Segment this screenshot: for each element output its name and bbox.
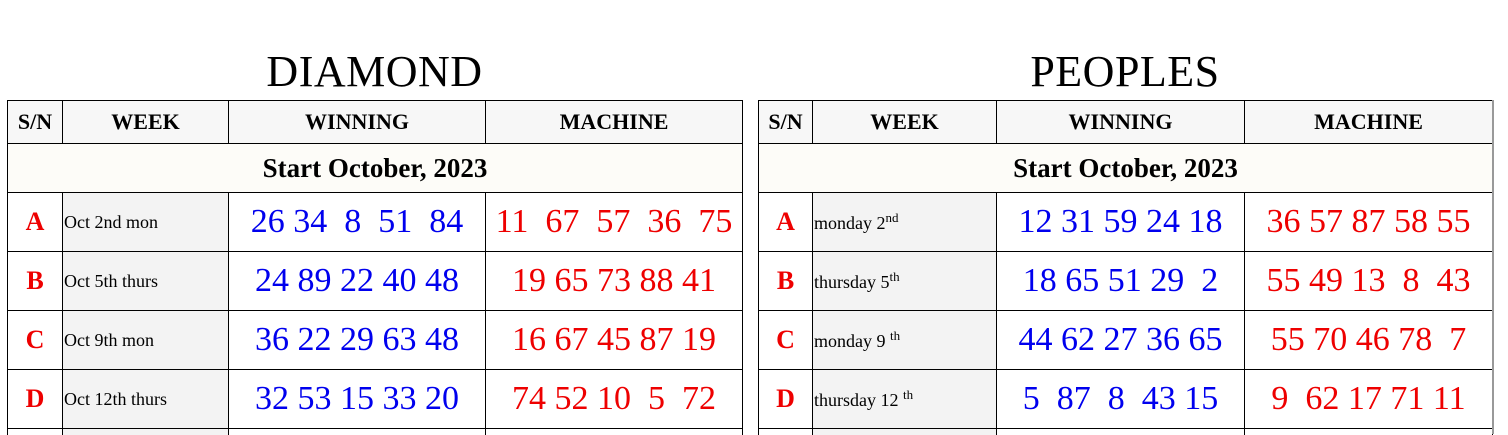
sn-header: S/N (8, 101, 63, 144)
week-cell: monday 9 th (813, 311, 997, 370)
week-header: WEEK (63, 101, 229, 144)
sn-header: S/N (759, 101, 813, 144)
table-row: C Oct 9th mon 36 22 29 63 48 16 67 45 87… (8, 311, 743, 370)
machine-cell: 36 57 87 58 55 (1245, 193, 1493, 252)
sn-cell: A (759, 193, 813, 252)
sn-cell: D (759, 370, 813, 429)
sn-cell: C (8, 311, 63, 370)
table-row: C monday 9 th 44 62 27 36 65 55 70 46 78… (759, 311, 1493, 370)
winning-cell: 32 53 15 33 20 (229, 370, 486, 429)
week-cell: Oct 9th mon (63, 311, 229, 370)
machine-cell: 16 67 45 87 19 (486, 311, 743, 370)
table-row: A Oct 2nd mon 26 34 8 51 84 11 67 57 36 … (8, 193, 743, 252)
winning-cell: 36 22 29 63 48 (229, 311, 486, 370)
sn-cell: B (759, 252, 813, 311)
panel-title: PEOPLES (758, 0, 1492, 100)
winning-cell: 44 62 27 36 65 (997, 311, 1245, 370)
machine-cell: 74 52 10 5 72 (486, 370, 743, 429)
week-cell: Oct 12th thurs (63, 370, 229, 429)
results-table: S/N WEEK WINNING MACHINE Start October, … (7, 100, 743, 435)
week-cell: monday 2nd (813, 193, 997, 252)
week-header: WEEK (813, 101, 997, 144)
machine-cell: 19 65 73 88 41 (486, 252, 743, 311)
peoples-panel: PEOPLES S/N WEEK WINNING MACHINE Start O… (758, 0, 1492, 435)
machine-cell: 55 49 13 8 43 (1245, 252, 1493, 311)
cut-row (8, 429, 743, 435)
winning-cell: 5 87 8 43 15 (997, 370, 1245, 429)
start-row: Start October, 2023 (8, 144, 743, 193)
machine-cell: 9 62 17 71 11 (1245, 370, 1493, 429)
table-row: B thursday 5th 18 65 51 29 2 55 49 13 8 … (759, 252, 1493, 311)
winning-cell: 26 34 8 51 84 (229, 193, 486, 252)
start-label: Start October, 2023 (8, 144, 743, 193)
week-cell: Oct 5th thurs (63, 252, 229, 311)
start-row: Start October, 2023 (759, 144, 1493, 193)
machine-header: MACHINE (1245, 101, 1493, 144)
header-row: S/N WEEK WINNING MACHINE (8, 101, 743, 144)
winning-cell: 12 31 59 24 18 (997, 193, 1245, 252)
page-scroll-edge (1492, 100, 1494, 434)
results-table: S/N WEEK WINNING MACHINE Start October, … (758, 100, 1493, 435)
week-cell: thursday 12 th (813, 370, 997, 429)
winning-header: WINNING (229, 101, 486, 144)
winning-header: WINNING (997, 101, 1245, 144)
machine-cell: 11 67 57 36 75 (486, 193, 743, 252)
machine-cell: 55 70 46 78 7 (1245, 311, 1493, 370)
diamond-panel: DIAMOND S/N WEEK WINNING MACHINE Start O… (7, 0, 742, 435)
winning-cell: 24 89 22 40 48 (229, 252, 486, 311)
start-label: Start October, 2023 (759, 144, 1493, 193)
table-row: D Oct 12th thurs 32 53 15 33 20 74 52 10… (8, 370, 743, 429)
sn-cell: C (759, 311, 813, 370)
machine-header: MACHINE (486, 101, 743, 144)
sn-cell: B (8, 252, 63, 311)
week-cell: thursday 5th (813, 252, 997, 311)
header-row: S/N WEEK WINNING MACHINE (759, 101, 1493, 144)
sn-cell: D (8, 370, 63, 429)
table-row: A monday 2nd 12 31 59 24 18 36 57 87 58 … (759, 193, 1493, 252)
table-row: D thursday 12 th 5 87 8 43 15 9 62 17 71… (759, 370, 1493, 429)
sn-cell: A (8, 193, 63, 252)
panel-title: DIAMOND (7, 0, 742, 100)
table-row: B Oct 5th thurs 24 89 22 40 48 19 65 73 … (8, 252, 743, 311)
cut-row (759, 429, 1493, 435)
winning-cell: 18 65 51 29 2 (997, 252, 1245, 311)
week-cell: Oct 2nd mon (63, 193, 229, 252)
